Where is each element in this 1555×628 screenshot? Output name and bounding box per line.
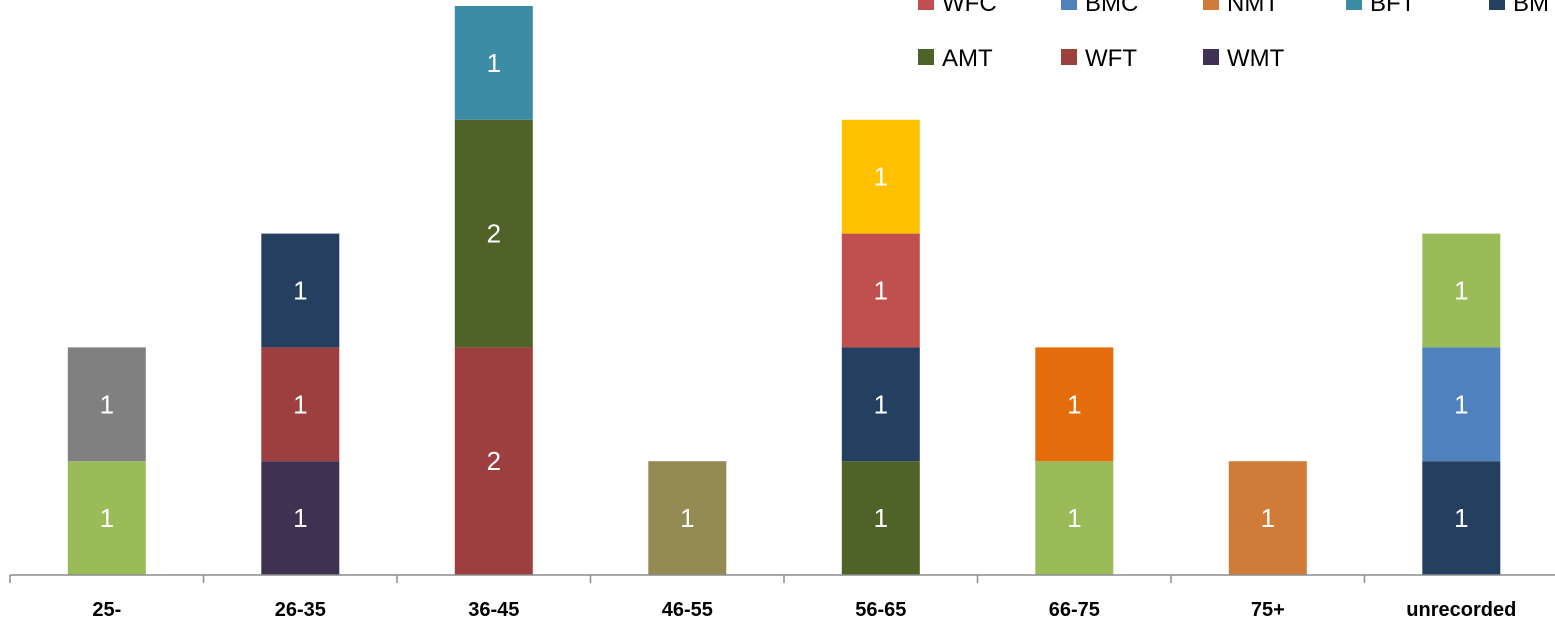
legend-label: BMC (1085, 0, 1138, 17)
data-label: 1 (293, 389, 307, 419)
x-tick-label: 46-55 (662, 599, 713, 621)
data-label: 1 (1067, 503, 1081, 533)
legend-label: NMT (1227, 0, 1279, 17)
data-label: 2 (487, 446, 501, 476)
legend-swatch (1346, 0, 1362, 10)
data-label: 1 (874, 389, 888, 419)
legend-swatch (1061, 49, 1077, 65)
x-tick-label: 25- (92, 599, 121, 621)
x-tick-label: 75+ (1251, 599, 1285, 621)
legend-swatch (918, 0, 934, 10)
bar-segment (1422, 233, 1501, 348)
bar-segment (1228, 461, 1307, 575)
bar-segment (261, 233, 340, 348)
bar-segment (1422, 461, 1501, 575)
legend-swatch (1203, 0, 1219, 10)
bar-segment (1035, 347, 1114, 462)
data-label: 1 (680, 503, 694, 533)
legend-label: BMT (1513, 0, 1555, 17)
legend-swatch (1061, 0, 1077, 10)
legend-label: WFC (942, 0, 997, 17)
data-label: 1 (874, 503, 888, 533)
bar-segment (454, 6, 533, 120)
data-label: 1 (1067, 389, 1081, 419)
bar-segment (1422, 347, 1501, 462)
data-label: 1 (293, 503, 307, 533)
x-tick-label: 66-75 (1049, 599, 1100, 621)
data-label: 1 (874, 276, 888, 306)
x-axis: 25- 26-35 36-45 46-55 56-65 66-75 75+ unrecorde… (9, 574, 1555, 621)
data-label: 1 (100, 389, 114, 419)
bar-segment (454, 119, 533, 348)
bar-segment (648, 461, 727, 575)
data-label: 1 (874, 162, 888, 192)
data-label: 1 (1454, 389, 1468, 419)
data-label: 1 (487, 48, 501, 78)
data-label: 1 (1454, 503, 1468, 533)
bar-segment (261, 461, 340, 575)
legend-label: WFT (1085, 45, 1137, 72)
data-label: 1 (1261, 503, 1275, 533)
legend-label: AMT (942, 45, 993, 72)
legend-swatch (1489, 0, 1505, 10)
x-tick-label: 26-35 (275, 599, 326, 621)
bar-segment (1035, 461, 1114, 575)
x-tick-label: unrecorded (1406, 599, 1516, 621)
bar-segment (841, 119, 920, 234)
legend-label: BFT (1370, 0, 1416, 17)
legend-swatch (918, 49, 934, 65)
x-tick-label: 56-65 (855, 599, 906, 621)
legend: WFC BMC NMT BFT BMT AMT WFT WMT (918, 0, 1555, 72)
legend-swatch (1203, 49, 1219, 65)
bar-segment (261, 347, 340, 462)
data-label: 1 (293, 276, 307, 306)
bar-segment (67, 461, 146, 575)
bar-segment (841, 233, 920, 348)
bar-segment (841, 461, 920, 575)
data-label: 1 (100, 503, 114, 533)
data-label: 1 (1454, 276, 1468, 306)
x-tick-label: 36-45 (468, 599, 519, 621)
bar-segment (67, 347, 146, 462)
data-label: 2 (487, 219, 501, 249)
bar-segment (454, 347, 533, 575)
bars-group: 1 1 1 1 1 2 2 1 1 1 1 1 1 1 1 1 1 1 1 (67, 6, 1501, 575)
bar-segment (841, 347, 920, 462)
legend-label: WMT (1227, 45, 1285, 72)
